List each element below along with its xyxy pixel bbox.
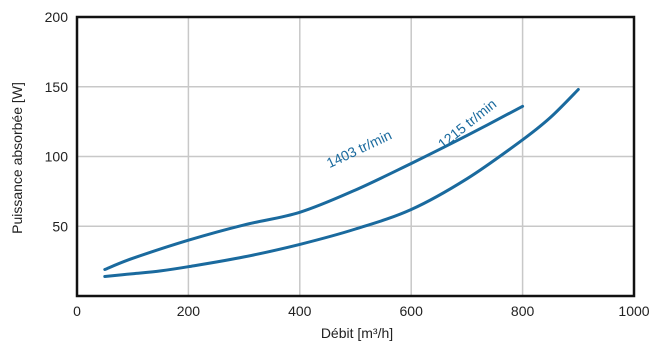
grid [77, 17, 634, 296]
series-line [103, 88, 580, 278]
x-tick-label: 400 [288, 303, 312, 319]
plot-frame [75, 15, 636, 298]
y-axis-title: Puissance absorbée [W] [9, 82, 25, 234]
x-tick-label: 1000 [618, 303, 649, 319]
x-tick-label: 800 [511, 303, 535, 319]
y-tick-label: 100 [45, 149, 69, 165]
series-layer [103, 88, 580, 278]
x-tick-label: 200 [177, 303, 201, 319]
series-line [103, 104, 525, 271]
x-tick-label: 600 [400, 303, 424, 319]
series-label: 1403 tr/min [324, 127, 394, 171]
x-axis-title: Débit [m³/h] [321, 325, 393, 341]
y-tick-label: 150 [45, 79, 69, 95]
y-tick-label: 200 [45, 9, 69, 25]
tick-labels: 0 200 400 600 800 1000 50 100 150 200 [45, 9, 650, 319]
x-tick-label: 0 [73, 303, 81, 319]
y-tick-label: 50 [52, 218, 68, 234]
